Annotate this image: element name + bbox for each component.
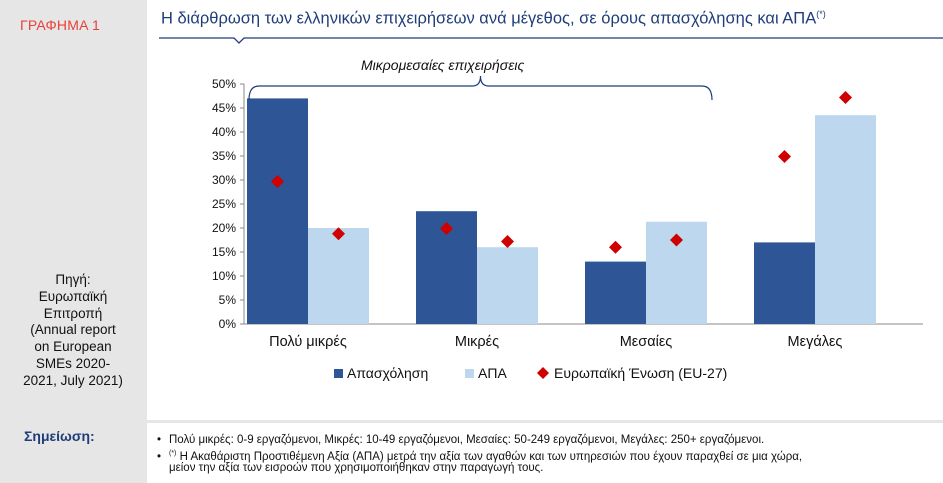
bar-employment	[247, 98, 308, 325]
bar-gva	[815, 115, 876, 324]
category-label: Μεσαίες	[620, 334, 673, 350]
chart: 0% 5% 10% 15% 20% 25% 30% 35% 40% 45% 50% Πολύ μικρ…	[159, 37, 943, 381]
eu-marker	[332, 227, 345, 241]
note-line-2: • (*) Η Ακαθάριστη Προστιθέμενη Αξία (ΑΠΑ…	[157, 447, 802, 464]
legend-swatch-eu	[537, 367, 549, 379]
sme-bracket-label: Μικρομεσαίες επιχειρήσεις	[361, 57, 524, 73]
y-tick-label: 0%	[219, 317, 237, 331]
chart-title-text: Η διάρθρωση των ελληνικών επιχειρήσεων α…	[161, 9, 817, 28]
note-line-1: • Πολύ μικρές: 0-9 εργαζόμενοι, Μικρές: 1…	[157, 433, 764, 447]
legend-label-employment: Απασχόληση	[347, 365, 428, 381]
note-marker: (*)	[169, 450, 177, 457]
eu-marker	[440, 221, 453, 235]
sidebar: ΓΡΑΦΗΜΑ 1 Πηγή: Ευρωπαϊκή Επιτροπή (Annu…	[0, 0, 145, 420]
source-line: Πηγή:	[55, 272, 91, 287]
y-tick-label: 35%	[212, 149, 236, 163]
y-tick-label: 15%	[212, 245, 236, 259]
category-label: Πολύ μικρές	[269, 334, 347, 350]
notes-label: Σημείωση:	[24, 428, 95, 444]
chart-title: Η διάρθρωση των ελληνικών επιχειρήσεων α…	[161, 9, 826, 29]
eu-marker	[839, 90, 852, 104]
eu-marker	[501, 234, 514, 248]
bullet: •	[157, 434, 162, 446]
title-marker: (*)	[816, 9, 826, 19]
source-line: (Annual report	[30, 322, 116, 338]
y-tick-label: 20%	[212, 221, 236, 235]
source-line: Ευρωπαϊκή	[38, 288, 108, 304]
eu-marker	[609, 240, 622, 254]
y-tick-label: 45%	[212, 101, 236, 115]
source-line: 2021, July 2021)	[23, 372, 123, 388]
bar-employment	[585, 261, 646, 324]
title-underline	[159, 37, 943, 44]
y-tick-label: 40%	[212, 125, 236, 139]
legend-label-eu: Ευρωπαϊκή Ένωση (EU-27)	[554, 365, 727, 381]
category-label: Μικρές	[455, 334, 499, 350]
legend-label-gva: ΑΠΑ	[478, 365, 507, 381]
legend-swatch-employment	[334, 369, 343, 378]
eu-marker	[778, 149, 791, 163]
source-line: Επιτροπή	[43, 305, 103, 321]
category-label: Μεγάλες	[788, 334, 843, 350]
bullet: •	[157, 450, 162, 463]
y-tick-label: 25%	[212, 197, 236, 211]
y-tick-label: 30%	[212, 173, 236, 187]
note-text: Η Ακαθάριστη Προστιθέμενη Αξία (ΑΠΑ) μετ…	[176, 450, 803, 463]
y-tick-label: 5%	[219, 293, 237, 307]
y-tick-label: 50%	[212, 77, 236, 91]
note-text: μείον την αξία των εισροών που χρησιμοπο…	[169, 462, 544, 474]
y-tick-label: 10%	[212, 269, 236, 283]
bar-gva	[477, 247, 538, 324]
source-text: Πηγή: Ευρωπαϊκή Επιτροπή (Annual report …	[12, 272, 134, 390]
sme-bracket	[248, 75, 713, 101]
bar-gva	[308, 228, 369, 324]
eu-marker	[271, 174, 284, 188]
figure-label: ΓΡΑΦΗΜΑ 1	[20, 17, 100, 33]
eu-marker	[670, 233, 683, 247]
bar-employment	[754, 242, 815, 324]
source-line: SMEs 2020-	[35, 355, 111, 371]
source-line: on European	[34, 339, 112, 355]
legend-swatch-gva	[465, 369, 474, 378]
note-text: Πολύ μικρές: 0-9 εργαζόμενοι, Μικρές: 10…	[169, 434, 765, 446]
note-line-3: μείον την αξία των εισροών που χρησιμοπο…	[169, 461, 543, 475]
notes-panel: • Πολύ μικρές: 0-9 εργαζόμενοι, Μικρές: 1…	[147, 420, 943, 483]
